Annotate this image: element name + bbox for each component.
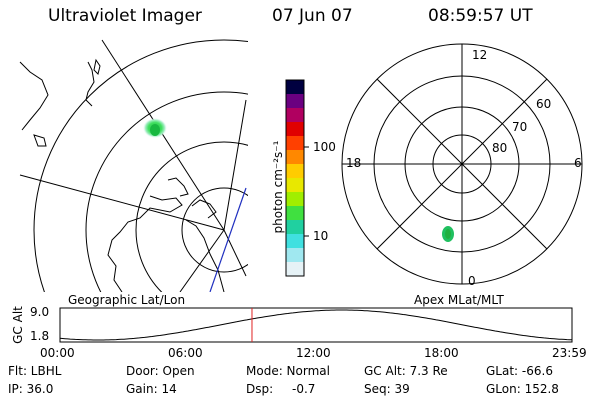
timeline-xtick-1800: 18:00: [424, 346, 459, 360]
status-gc-alt: GC Alt: 7.3 Re: [364, 364, 448, 378]
app-title: Ultraviolet Imager: [48, 6, 202, 26]
colorbar-segment: [286, 150, 304, 165]
colorbar-segment: [286, 108, 304, 123]
status-dsp-label: Dsp:: [246, 382, 274, 396]
colorbar-segment: [286, 206, 304, 221]
timeline-xtick-0600: 06:00: [168, 346, 203, 360]
colorbar-segment: [286, 80, 304, 95]
status-glon: GLon: 152.8: [486, 382, 559, 396]
timeline-ytick-high: 9.0: [30, 305, 50, 319]
mlt-label-0: 0: [468, 274, 476, 288]
status-ip: IP: 36.0: [8, 382, 54, 396]
colorbar-segment: [286, 136, 304, 151]
colorbar-segment: [286, 164, 304, 179]
colorbar-segment: [286, 234, 304, 249]
status-seq: Seq: 39: [364, 382, 410, 396]
colorbar-tick-100: 100: [313, 140, 336, 154]
timeline-xtick-1200: 12:00: [296, 346, 331, 360]
colorbar-segment: [286, 94, 304, 109]
colorbar-segment: [286, 122, 304, 137]
timeline-ylabel: GC Alt: [11, 306, 25, 344]
colorbar-segment: [286, 248, 304, 263]
timeline-ytick-low: 1.8: [30, 329, 50, 343]
status-filter: Flt: LBHL: [8, 364, 62, 378]
mlt-label-12: 12: [472, 48, 488, 62]
colorbar-segment: [286, 262, 304, 277]
status-door: Door: Open: [126, 364, 195, 378]
colorbar-segment: [286, 192, 304, 207]
colorbar-segment: [286, 178, 304, 193]
colorbar-segment: [286, 220, 304, 235]
colorbar-tick-10: 10: [313, 229, 329, 243]
mlt-label-18: 18: [346, 156, 362, 170]
right-map-caption: Apex MLat/MLT: [414, 293, 504, 307]
status-mode: Mode: Normal: [246, 364, 330, 378]
timeline-xtick-0000: 00:00: [40, 346, 75, 360]
mlt-label-6: 6: [574, 156, 582, 170]
status-dsp-value: -0.7: [292, 382, 316, 396]
lat-label-70: 70: [512, 120, 528, 134]
lat-label-60: 60: [536, 97, 552, 111]
status-gain: Gain: 14: [126, 382, 177, 396]
left-map-caption: Geographic Lat/Lon: [68, 293, 186, 307]
status-glat: GLat: -66.6: [486, 364, 553, 378]
lat-label-80: 80: [492, 141, 508, 155]
time-label: 08:59:57 UT: [428, 6, 533, 26]
timeline-xtick-2359: 23:59: [552, 346, 587, 360]
date-label: 07 Jun 07: [272, 6, 353, 26]
